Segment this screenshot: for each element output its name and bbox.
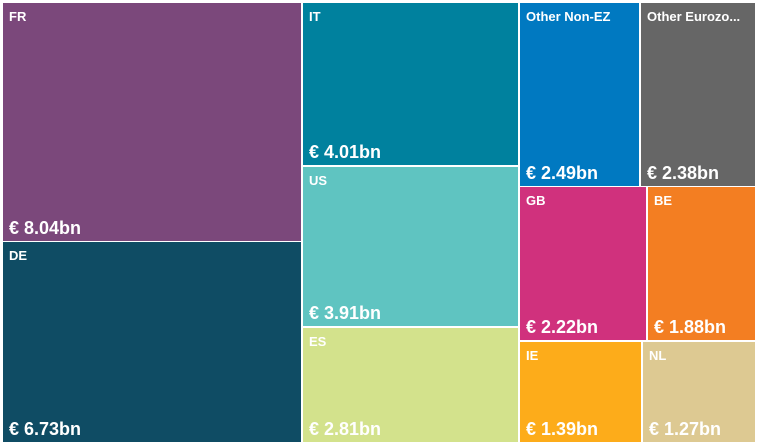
treemap-tile-gb[interactable]: GB € 2.22bn xyxy=(520,187,646,340)
tile-value-label: € 3.91bn xyxy=(309,303,382,323)
treemap-tile-other-eurozo[interactable]: Other Eurozo... € 2.38bn xyxy=(641,3,755,186)
tile-name-label: Other Non-EZ xyxy=(526,9,611,24)
treemap-tile-de[interactable]: DE € 6.73bn xyxy=(3,242,301,442)
tile-value-label: € 4.01bn xyxy=(309,142,382,162)
tile-value-label: € 2.49bn xyxy=(526,163,599,183)
tile-name-label: US xyxy=(309,173,328,188)
tile-value-label: € 1.39bn xyxy=(526,419,599,439)
tile-name-label: Other Eurozo... xyxy=(647,9,741,24)
tile-name-label: NL xyxy=(649,348,667,363)
tile-value-label: € 1.27bn xyxy=(649,419,722,439)
tile-value-label: € 8.04bn xyxy=(9,218,82,238)
tile-name-label: IT xyxy=(309,9,321,24)
tile-value-label: € 2.81bn xyxy=(309,419,382,439)
tile-value-label: € 2.22bn xyxy=(526,317,599,337)
treemap-tile-us[interactable]: US € 3.91bn xyxy=(303,167,518,326)
tile-name-label: GB xyxy=(526,193,546,208)
tile-value-label: € 2.38bn xyxy=(647,163,720,183)
treemap-tile-ie[interactable]: IE € 1.39bn xyxy=(520,342,641,442)
tile-name-label: DE xyxy=(9,248,28,263)
tile-name-label: IE xyxy=(526,348,539,363)
tile-name-label: BE xyxy=(654,193,673,208)
tile-name-label: FR xyxy=(9,9,27,24)
treemap-tile-other-non-ez[interactable]: Other Non-EZ € 2.49bn xyxy=(520,3,639,186)
treemap-tile-be[interactable]: BE € 1.88bn xyxy=(648,187,755,340)
treemap-tile-it[interactable]: IT € 4.01bn xyxy=(303,3,518,165)
treemap-tile-nl[interactable]: NL € 1.27bn xyxy=(643,342,755,442)
treemap-tile-fr[interactable]: FR € 8.04bn xyxy=(3,3,301,241)
tile-name-label: ES xyxy=(309,334,327,349)
tile-value-label: € 1.88bn xyxy=(654,317,727,337)
treemap-tile-es[interactable]: ES € 2.81bn xyxy=(303,328,518,442)
tile-value-label: € 6.73bn xyxy=(9,419,82,439)
